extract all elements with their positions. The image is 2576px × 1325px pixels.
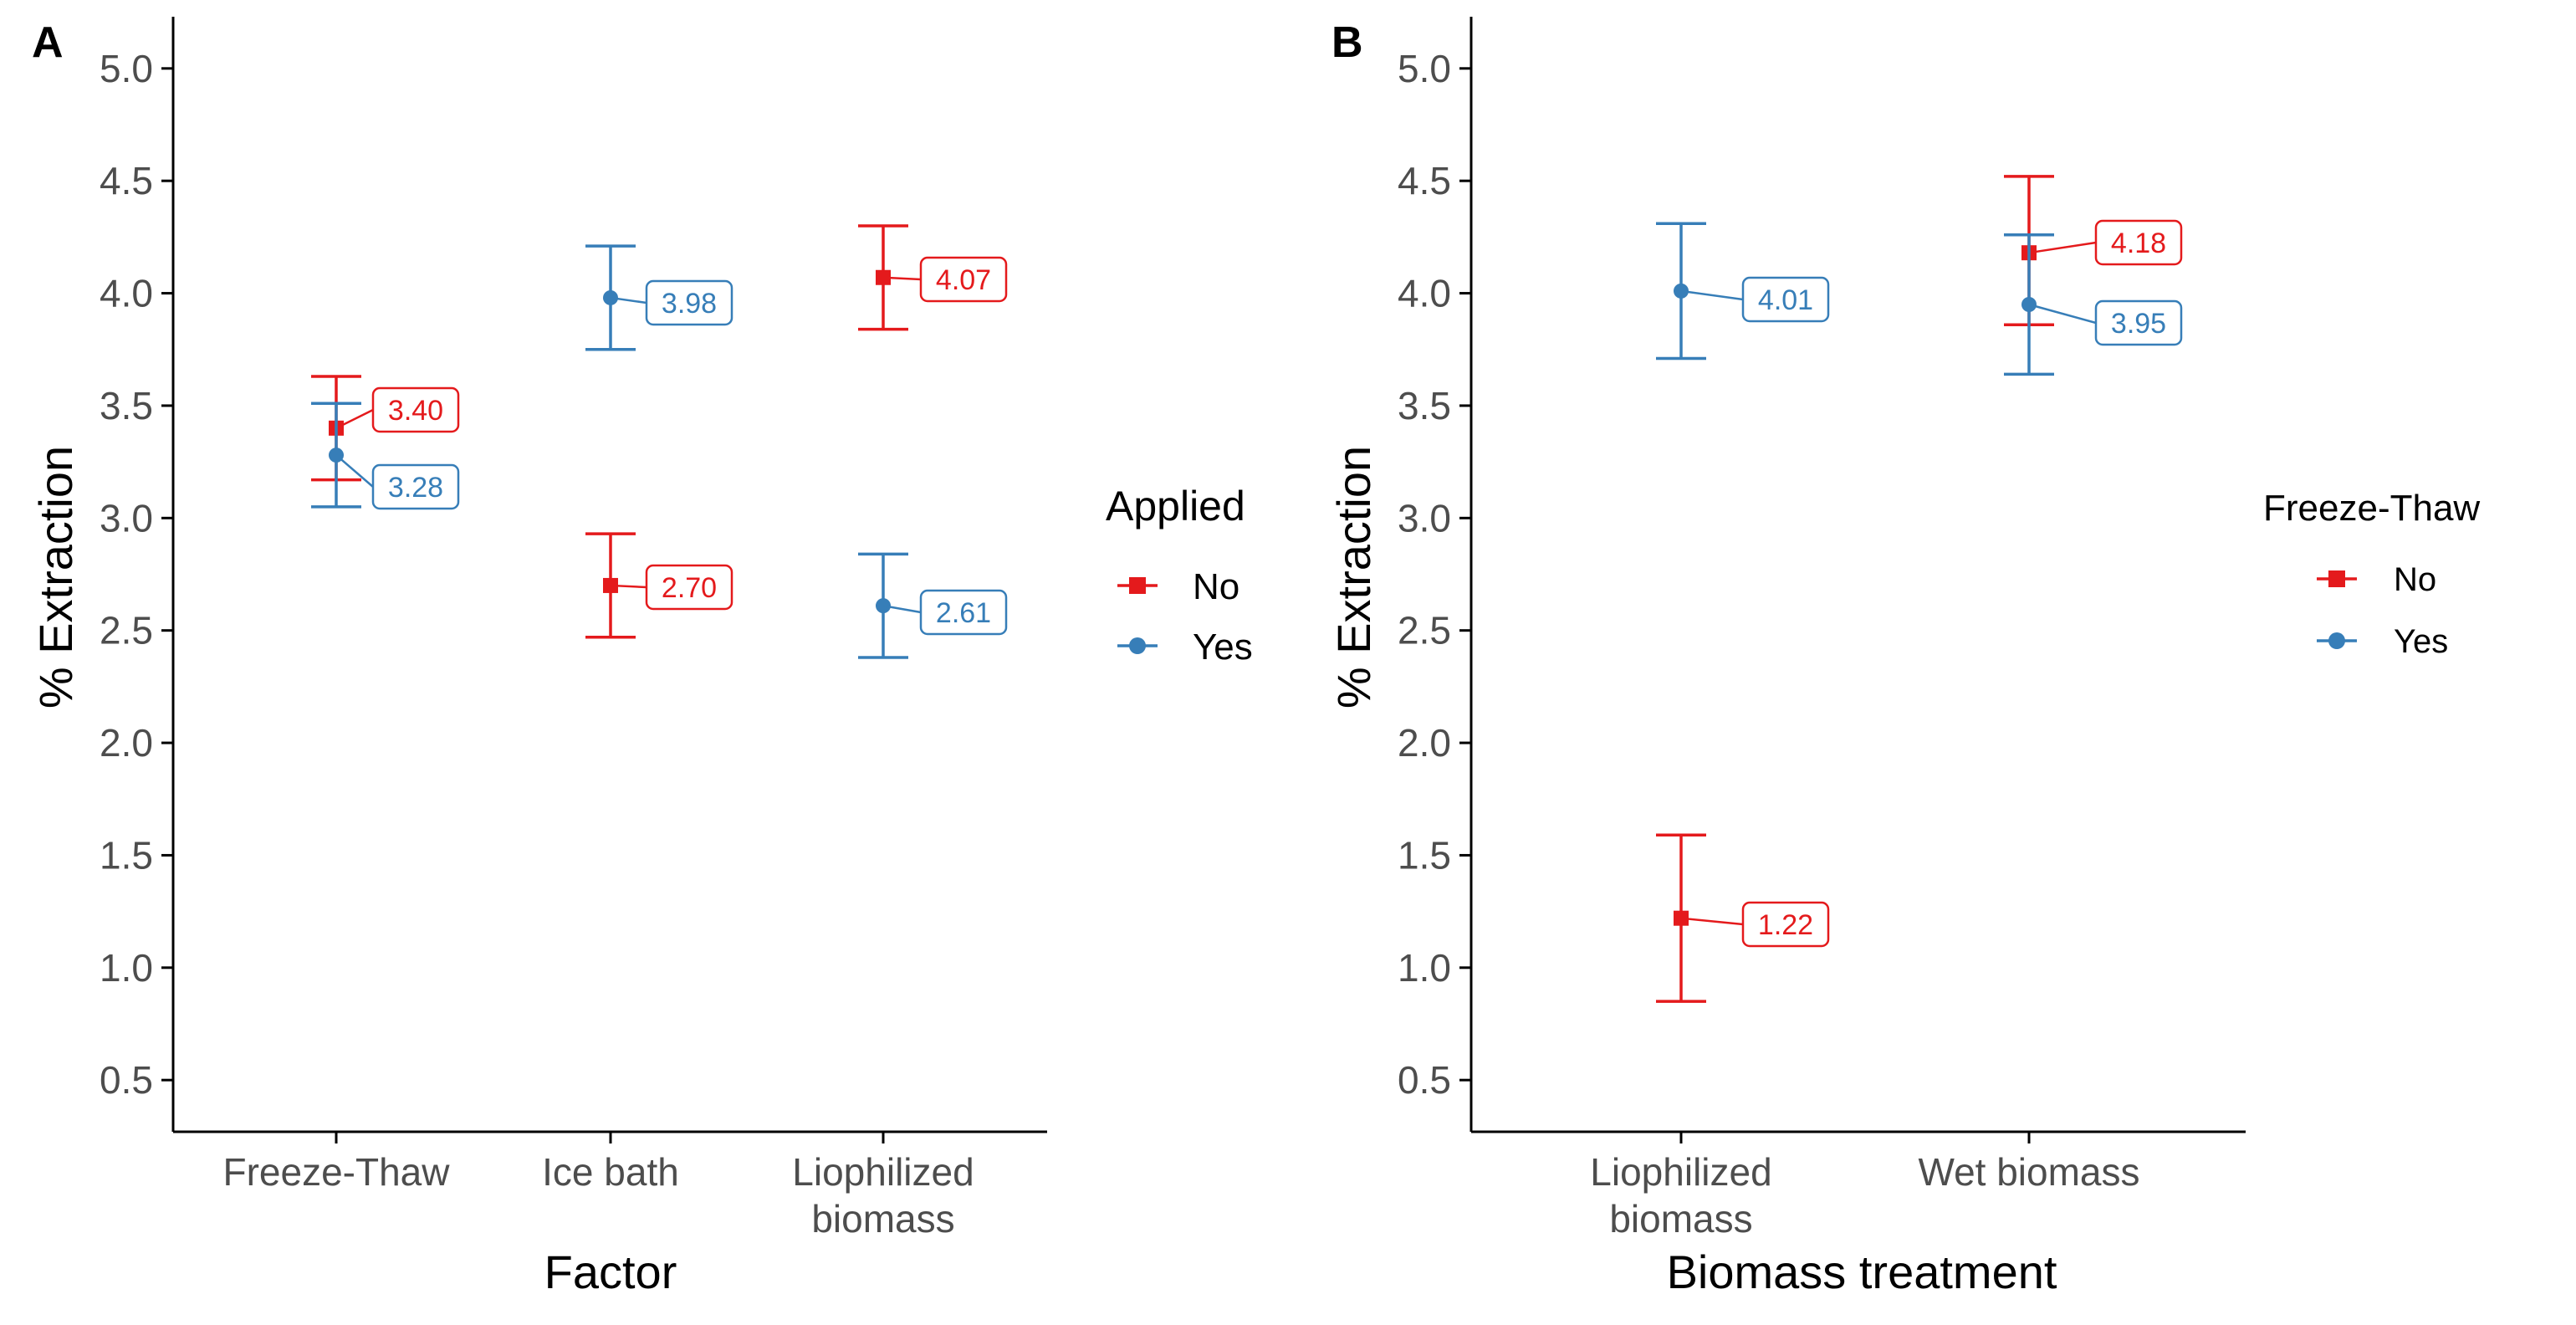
panel-a-legend: Applied No Yes — [1106, 483, 1253, 668]
data-label-leader — [2028, 303, 2097, 325]
panel-b: B 0.5 1.0 1.5 2.0 2.5 3.0 3.5 4.0 4.5 5.0 Liophil… — [1327, 17, 2480, 1298]
data-label-box — [371, 386, 460, 433]
data-label-leader — [610, 296, 647, 304]
panel-b-y-axis-title: % Extraction — [1327, 446, 1380, 709]
panel-a-tag: A — [32, 18, 64, 67]
data-label-box — [2094, 299, 2183, 346]
data-label: 2.70 — [662, 572, 717, 604]
x-tick-label: Liophilized biomass — [792, 1150, 974, 1241]
panel-a-y-axis: 0.5 1.0 1.5 2.0 2.5 3.0 3.5 4.0 4.5 5.0 — [100, 17, 175, 1132]
data-label-leader — [882, 276, 922, 281]
y-tick-label: 2.0 — [1398, 721, 1451, 765]
data-label-leader — [882, 604, 922, 614]
y-tick-label: 0.5 — [100, 1058, 153, 1102]
data-point-yes: 3.28 — [311, 402, 460, 510]
panel-b-y-axis: 0.5 1.0 1.5 2.0 2.5 3.0 3.5 4.0 4.5 5.0 — [1398, 17, 1473, 1132]
panel-b-tag: B — [1331, 18, 1363, 67]
data-label: 4.01 — [1758, 284, 1813, 316]
panel-a-x-axis-title: Factor — [544, 1246, 677, 1298]
data-label: 3.95 — [2111, 308, 2166, 340]
data-label: 4.18 — [2111, 228, 2166, 259]
data-label-leader — [1680, 289, 1744, 301]
y-tick-label: 4.5 — [1398, 159, 1451, 202]
panel-a-legend-label-no: No — [1193, 566, 1239, 607]
y-tick-label: 2.0 — [100, 721, 153, 765]
y-tick-label: 5.0 — [1398, 47, 1451, 90]
panel-b-legend-title: Freeze-Thaw — [2263, 488, 2480, 529]
y-tick-label: 1.5 — [100, 833, 153, 877]
data-label-leader — [610, 584, 647, 589]
y-tick-label: 3.0 — [100, 496, 153, 540]
data-label-leader — [2028, 241, 2097, 254]
y-tick-label: 2.5 — [1398, 609, 1451, 652]
data-label-box — [2094, 219, 2183, 266]
data-point-no: 2.70 — [585, 532, 733, 639]
data-label-leader — [1680, 917, 1744, 926]
panel-b-legend-label-yes: Yes — [2394, 623, 2448, 660]
data-point-yes: 3.95 — [2004, 233, 2183, 376]
y-tick-label: 3.0 — [1398, 496, 1451, 540]
y-tick-label: 3.5 — [100, 384, 153, 427]
legend-b-no-marker — [2328, 570, 2345, 587]
data-label-box — [1741, 901, 1830, 948]
panel-a-y-axis-title: % Extraction — [29, 446, 82, 709]
data-label-box — [645, 564, 733, 611]
data-label-leader — [335, 408, 374, 429]
y-tick-label: 5.0 — [100, 47, 153, 90]
panel-b-legend: Freeze-Thaw No Yes — [2263, 488, 2480, 660]
panel-b-legend-label-no: No — [2394, 561, 2436, 598]
data-label-box — [919, 589, 1008, 636]
y-tick-label: 4.0 — [1398, 272, 1451, 315]
legend-a-yes-marker — [1129, 637, 1146, 654]
panel-a-legend-label-yes: Yes — [1193, 627, 1253, 668]
x-tick-label: Ice bath — [542, 1150, 679, 1194]
data-label-leader — [335, 454, 374, 488]
panel-b-plot-area: 1.22 4.18 4.01 3.95 — [1656, 175, 2183, 1003]
data-label: 3.98 — [662, 288, 717, 320]
y-tick-label: 4.5 — [100, 159, 153, 202]
panel-a-legend-title: Applied — [1106, 483, 1245, 529]
panel-b-x-axis: Liophilized biomass Wet biomass — [1471, 1130, 2246, 1241]
y-tick-label: 1.0 — [1398, 946, 1451, 990]
data-point-yes: 3.98 — [585, 244, 733, 351]
x-tick-label: Liophilized biomass — [1590, 1150, 1771, 1241]
data-point-yes: 2.61 — [858, 552, 1008, 659]
panel-a: A 0.5 1.0 1.5 2.0 2.5 3.0 3.5 4.0 4.5 5.0 Freeze-… — [29, 17, 1253, 1298]
panel-a-plot-area: 3.40 2.70 4.07 3.28 3.98 2.61 — [311, 224, 1008, 659]
data-label-box — [645, 279, 733, 326]
legend-a-no-marker — [1129, 577, 1146, 594]
y-tick-label: 2.5 — [100, 609, 153, 652]
panel-a-x-axis: Freeze-Thaw Ice bath Liophilized biomass — [173, 1130, 1047, 1241]
y-tick-label: 1.5 — [1398, 833, 1451, 877]
data-point-no: 1.22 — [1656, 833, 1830, 1003]
x-tick-label: Wet biomass — [1918, 1150, 2139, 1194]
data-label: 3.40 — [388, 395, 443, 427]
data-label: 4.07 — [936, 264, 991, 296]
y-tick-label: 0.5 — [1398, 1058, 1451, 1102]
y-tick-label: 4.0 — [100, 272, 153, 315]
data-label: 1.22 — [1758, 909, 1813, 941]
data-label: 2.61 — [936, 597, 991, 629]
data-point-no: 4.07 — [858, 224, 1008, 331]
data-point-yes: 4.01 — [1656, 222, 1830, 361]
y-tick-label: 3.5 — [1398, 384, 1451, 427]
data-label-box — [1741, 276, 1830, 323]
data-label-box — [371, 463, 460, 510]
x-tick-label: Freeze-Thaw — [223, 1150, 451, 1194]
data-label-box — [919, 256, 1008, 303]
data-label: 3.28 — [388, 472, 443, 504]
y-tick-label: 1.0 — [100, 946, 153, 990]
legend-b-yes-marker — [2328, 632, 2345, 649]
panel-b-x-axis-title: Biomass treatment — [1667, 1246, 2057, 1298]
